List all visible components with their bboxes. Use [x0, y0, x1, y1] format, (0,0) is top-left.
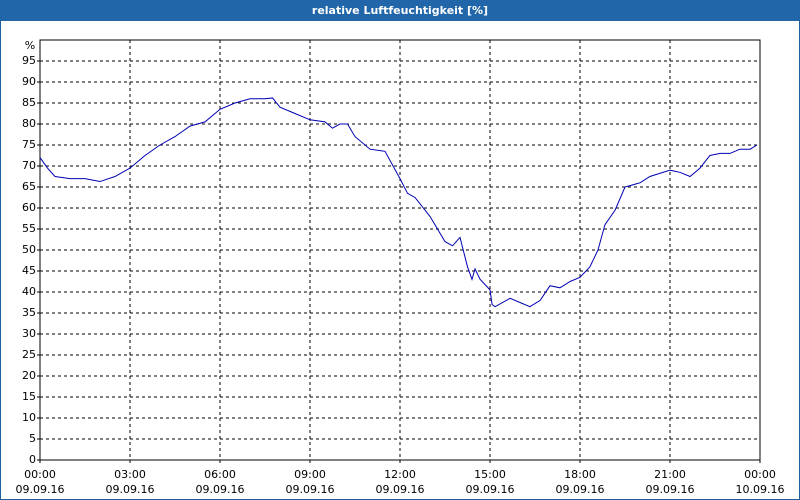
x-tick-label-line: 00:00 — [24, 468, 56, 481]
x-tick-label-line: 09.09.16 — [466, 483, 515, 496]
x-tick-label-line: 03:00 — [114, 468, 146, 481]
x-tick-label-line: 12:00 — [384, 468, 416, 481]
y-tick-label: 45 — [22, 264, 36, 277]
y-axis-label: % — [25, 39, 35, 52]
chart-title: relative Luftfeuchtigkeit [%] — [312, 4, 488, 17]
y-tick-label: 0 — [29, 453, 36, 466]
y-tick-label: 95 — [22, 54, 36, 67]
y-tick-label: 30 — [22, 327, 36, 340]
y-tick-label: 55 — [22, 222, 36, 235]
y-tick-label: 20 — [22, 369, 36, 382]
y-tick-label: 90 — [22, 75, 36, 88]
x-tick-label-line: 18:00 — [564, 468, 596, 481]
x-tick-label: 21:00 09.09.16 — [646, 468, 695, 496]
x-tick-label-line: 00:00 — [744, 468, 776, 481]
y-tick-label: 5 — [29, 432, 36, 445]
x-tick-label: 09:00 09.09.16 — [286, 468, 335, 496]
x-tick-label: 00:00 10.09.16 — [736, 468, 785, 496]
x-tick-label: 12:00 09.09.16 — [376, 468, 425, 496]
x-tick-label: 06:00 09.09.16 — [196, 468, 245, 496]
x-tick-label: 03:00 09.09.16 — [106, 468, 155, 496]
x-tick-label-line: 09.09.16 — [286, 483, 335, 496]
y-tick-label: 75 — [22, 138, 36, 151]
x-tick-label-line: 06:00 — [204, 468, 236, 481]
x-tick-label: 18:00 09.09.16 — [556, 468, 605, 496]
y-tick-label: 25 — [22, 348, 36, 361]
y-tick-label: 85 — [22, 96, 36, 109]
x-tick-label-line: 09.09.16 — [376, 483, 425, 496]
x-tick-label: 15:00 09.09.16 — [466, 468, 515, 496]
y-tick-label: 10 — [22, 411, 36, 424]
y-tick-label: 65 — [22, 180, 36, 193]
plot-frame — [39, 39, 761, 461]
x-tick-label-line: 09.09.16 — [646, 483, 695, 496]
x-tick-label-line: 09:00 — [294, 468, 326, 481]
x-tick-label-line: 09.09.16 — [106, 483, 155, 496]
y-tick-label: 40 — [22, 285, 36, 298]
x-tick-label-line: 21:00 — [654, 468, 686, 481]
x-tick-label-line: 09.09.16 — [556, 483, 605, 496]
data-line — [39, 97, 758, 308]
x-tick-label-line: 10.09.16 — [736, 483, 785, 496]
x-tick-label-line: 09.09.16 — [16, 483, 65, 496]
y-tick-label: 35 — [22, 306, 36, 319]
y-tick-label: 15 — [22, 390, 36, 403]
y-tick-label: 60 — [22, 201, 36, 214]
x-tick-label-line: 15:00 — [474, 468, 506, 481]
y-tick-label: 80 — [22, 117, 36, 130]
y-tick-label: 50 — [22, 243, 36, 256]
y-tick-label: 70 — [22, 159, 36, 172]
x-tick-label-line: 09.09.16 — [196, 483, 245, 496]
title-bar — [0, 0, 800, 21]
x-tick-label: 00:00 09.09.16 — [16, 468, 65, 496]
